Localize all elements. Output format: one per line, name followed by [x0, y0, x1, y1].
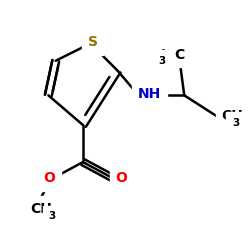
- Text: S: S: [88, 35, 98, 49]
- Text: CH: CH: [30, 202, 52, 216]
- Text: CH: CH: [221, 109, 243, 123]
- Text: O: O: [115, 171, 127, 185]
- Text: NH: NH: [138, 87, 161, 101]
- Text: 3: 3: [232, 118, 239, 128]
- Text: C: C: [174, 48, 184, 62]
- Text: 3: 3: [48, 212, 56, 222]
- Text: H: H: [161, 48, 173, 62]
- Text: O: O: [44, 171, 56, 185]
- Text: 3: 3: [158, 56, 165, 66]
